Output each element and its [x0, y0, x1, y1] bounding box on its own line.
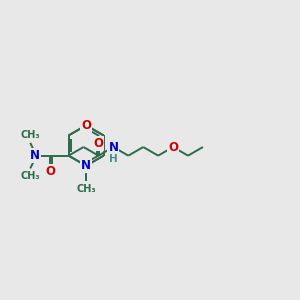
Text: N: N [81, 159, 91, 172]
Text: CH₃: CH₃ [20, 130, 40, 140]
Text: H: H [109, 154, 118, 164]
Text: CH₃: CH₃ [76, 184, 96, 194]
Text: O: O [46, 165, 56, 178]
Text: N: N [108, 140, 118, 154]
Text: CH₃: CH₃ [20, 171, 40, 181]
Text: O: O [94, 137, 103, 150]
Text: O: O [81, 119, 91, 132]
Text: O: O [168, 140, 178, 154]
Text: N: N [30, 149, 40, 162]
